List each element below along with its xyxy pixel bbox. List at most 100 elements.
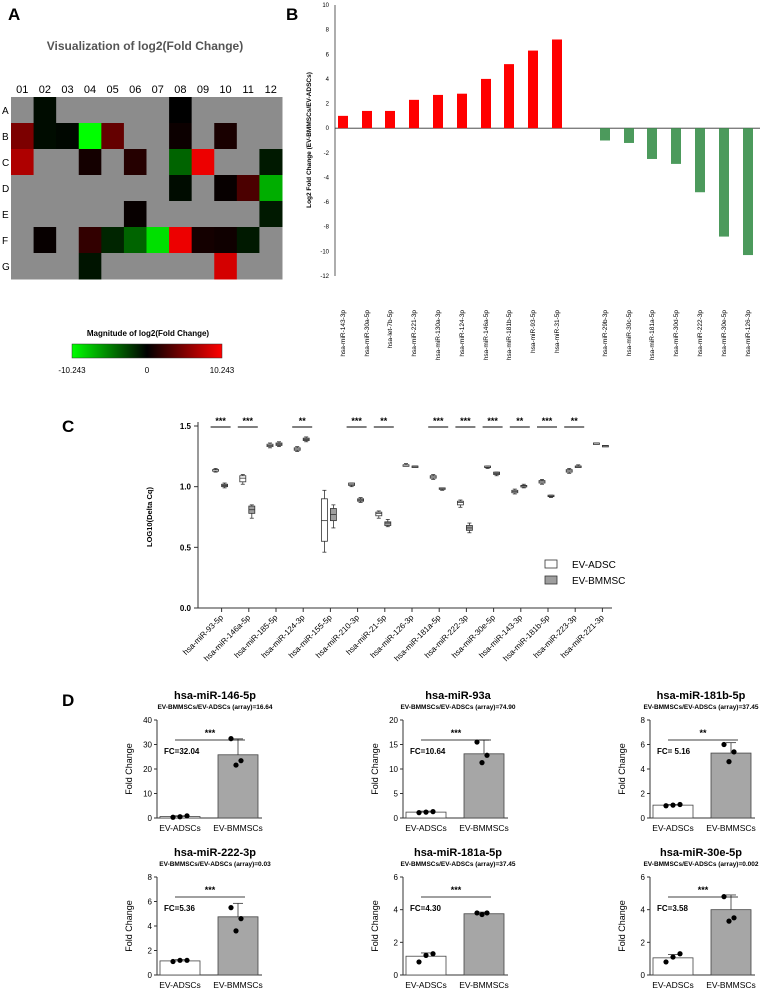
heatmap-cell xyxy=(214,175,238,202)
significance-label: *** xyxy=(205,885,216,895)
x-tick-label: hsa-miR-130a-3p xyxy=(435,310,442,361)
heatmap-cell xyxy=(56,123,80,150)
box xyxy=(384,521,392,526)
heatmap-cell xyxy=(169,175,193,202)
y-axis-label: Log2 Fold Change (EV-BMMSCs/EV-ADSCs) xyxy=(306,72,313,208)
data-point xyxy=(479,911,485,918)
y-tick-label: 0 xyxy=(641,814,646,823)
bar xyxy=(671,128,681,164)
heatmap-cell xyxy=(78,227,102,254)
y-tick-label: -2 xyxy=(324,151,330,157)
data-point xyxy=(677,951,683,957)
box xyxy=(239,475,247,483)
heatmap-cell xyxy=(56,97,80,124)
heatmap-cell xyxy=(123,253,147,280)
heatmap-cell xyxy=(214,253,238,280)
heatmap-row-label: F xyxy=(2,236,8,247)
heatmap-cell xyxy=(214,123,238,150)
subplot-subtitle: EV-BMMSCs/EV-ADSCs (array)=0.03 xyxy=(159,861,271,868)
y-axis-label: LOG10(Delta Cq) xyxy=(145,486,154,547)
x-tick-label: hsa-miR-181a-5p xyxy=(649,310,656,361)
data-point xyxy=(726,918,732,924)
x-tick-label: EV-BMMSCs xyxy=(459,823,509,833)
y-tick-label: 0 xyxy=(326,126,330,132)
significance-label: *** xyxy=(351,416,362,426)
y-tick-label: 6 xyxy=(641,873,646,882)
heatmap-cell xyxy=(191,123,215,150)
subplot-title: hsa-miR-181b-5p xyxy=(657,690,746,702)
heatmap-col-label: 01 xyxy=(16,84,28,96)
x-tick-label: hsa-miR-124-3p xyxy=(459,310,466,357)
subplot-subtitle: EV-BMMSCs/EV-ADSCs (array)=16.64 xyxy=(157,704,272,711)
bar xyxy=(338,115,348,129)
x-tick-label: hsa-miR-29b-3p xyxy=(602,310,609,357)
significance-label: ** xyxy=(516,416,524,426)
fc-label: FC=3.58 xyxy=(657,904,688,913)
heatmap-row-label: A xyxy=(2,106,9,117)
heatmap-cell xyxy=(259,253,283,280)
bar xyxy=(647,128,657,159)
heatmap-cell xyxy=(191,253,215,280)
y-tick-label: 1.5 xyxy=(180,422,192,431)
y-tick-label: 4 xyxy=(326,77,330,83)
heatmap-cell xyxy=(236,253,260,280)
heatmap-cell xyxy=(101,123,125,150)
heatmap-col-label: 04 xyxy=(84,84,96,96)
x-tick-label: hsa-miR-126-3p xyxy=(745,310,752,357)
heatmap-cell xyxy=(56,227,80,254)
x-tick-label: EV-ADSCs xyxy=(159,980,201,990)
bar xyxy=(409,99,419,129)
y-tick-label: 0 xyxy=(148,814,153,823)
x-tick-label: hsa-miR-30d-5p xyxy=(673,310,680,357)
heatmap-cell xyxy=(259,123,283,150)
heatmap-cell xyxy=(78,149,102,176)
heatmap-cell xyxy=(236,97,260,124)
y-tick-label: 30 xyxy=(143,741,152,750)
x-tick-label: hsa-miR-31-5p xyxy=(554,310,561,353)
data-point xyxy=(228,905,234,911)
y-tick-label: 2 xyxy=(394,938,399,947)
bar xyxy=(552,39,562,129)
heatmap-cell xyxy=(169,201,193,228)
y-axis-label: Fold Change xyxy=(370,743,380,795)
y-tick-label: 15 xyxy=(389,741,398,750)
heatmap-cell xyxy=(169,227,193,254)
significance-label: *** xyxy=(542,416,553,426)
bar xyxy=(385,110,395,129)
heatmap-cell xyxy=(236,201,260,228)
heatmap-cell xyxy=(123,201,147,228)
data-point xyxy=(663,803,669,809)
heatmap-cell xyxy=(33,97,57,124)
y-tick-label: 2 xyxy=(641,790,646,799)
heatmap-cell xyxy=(191,149,215,176)
bar xyxy=(463,753,505,819)
significance-label: *** xyxy=(698,885,709,895)
data-point xyxy=(177,814,183,820)
y-tick-label: 20 xyxy=(389,716,398,725)
heatmap-cell xyxy=(101,201,125,228)
heatmap-cell xyxy=(236,175,260,202)
legend-swatch xyxy=(544,559,558,569)
heatmap-cell xyxy=(214,227,238,254)
panel-label-a: A xyxy=(8,5,20,24)
bar xyxy=(743,128,753,256)
heatmap-legend-mid: 0 xyxy=(145,366,150,375)
y-axis-label: Fold Change xyxy=(370,900,380,952)
heatmap-cell xyxy=(169,149,193,176)
significance-label: *** xyxy=(215,416,226,426)
heatmap-cell xyxy=(214,149,238,176)
data-point xyxy=(474,739,480,745)
panel-label-c: C xyxy=(62,417,74,436)
significance-label: *** xyxy=(205,728,216,738)
heatmap-cell xyxy=(11,97,35,124)
heatmap-cell xyxy=(191,175,215,202)
x-tick-label: hsa-miR-143-3p xyxy=(340,310,347,357)
data-point xyxy=(731,915,737,921)
heatmap-cell xyxy=(259,149,283,176)
fc-label: FC=5.36 xyxy=(164,904,195,913)
heatmap-cell xyxy=(123,123,147,150)
x-tick-label: hsa-miR-30e-5p xyxy=(721,310,728,357)
y-tick-label: 40 xyxy=(143,716,152,725)
x-tick-label: EV-ADSCs xyxy=(652,980,694,990)
